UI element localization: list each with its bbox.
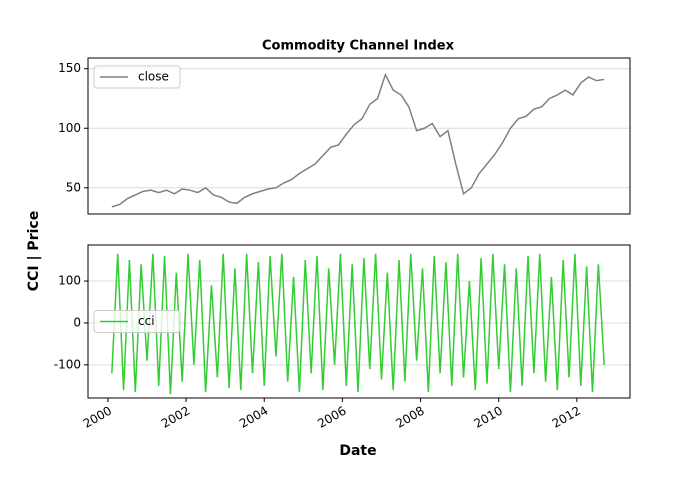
plot-frame [87, 244, 631, 399]
legend-label: cci [138, 314, 155, 328]
y-axis-label: CCI | Price [26, 211, 42, 291]
data-line [111, 253, 605, 395]
y-tick-label: 100 [58, 121, 81, 135]
legend-label: close [138, 70, 169, 84]
legend-box [93, 310, 181, 333]
y-tick-label: 150 [58, 61, 81, 75]
x-axis-label: Date [339, 443, 376, 459]
y-tick-label: 0 [73, 315, 81, 329]
y-tick-label: 50 [66, 180, 81, 194]
chart-title: Commodity Channel Index [262, 39, 455, 54]
data-line [111, 72, 605, 208]
plot-frame [87, 57, 631, 215]
legend-box [93, 65, 181, 89]
y-tick-label: -100 [54, 357, 81, 371]
y-tick-label: 100 [58, 274, 81, 288]
